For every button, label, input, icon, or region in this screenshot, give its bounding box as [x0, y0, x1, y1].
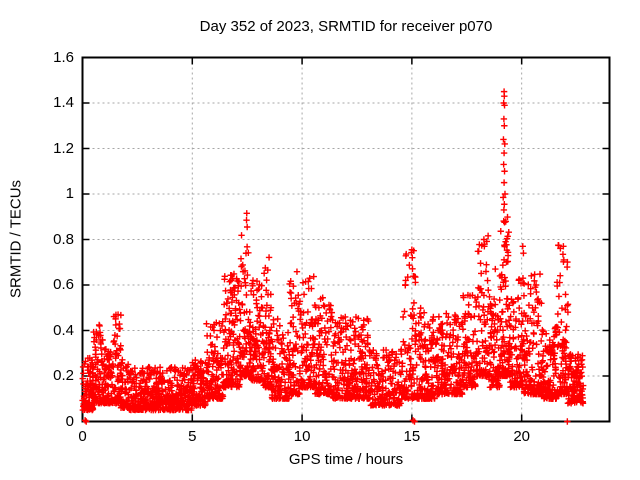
- x-tick-label: 0: [78, 428, 87, 445]
- y-axis-label: SRMTID / TECUs: [7, 179, 25, 299]
- y-tick-label: 0.8: [53, 230, 74, 248]
- x-tick-label: 20: [513, 428, 530, 445]
- y-tick-label: 1.2: [53, 139, 74, 157]
- y-tick-label: 0: [65, 412, 74, 430]
- x-axis-label: GPS time / hours: [288, 451, 404, 468]
- y-tick-label: 1.6: [53, 48, 74, 66]
- y-tick-label: 1.4: [53, 94, 74, 111]
- y-tick-label: 0.4: [53, 321, 74, 339]
- y-tick-label: 1: [65, 185, 74, 202]
- x-tick-label: 10: [293, 428, 311, 445]
- chart-title: Day 352 of 2023, SRMTID for receiver p07…: [199, 18, 493, 35]
- x-tick-label: 5: [188, 428, 197, 445]
- x-tick-label: 15: [403, 428, 421, 445]
- y-tick-label: 0.2: [53, 367, 74, 384]
- y-tick-label: 0.6: [53, 276, 74, 293]
